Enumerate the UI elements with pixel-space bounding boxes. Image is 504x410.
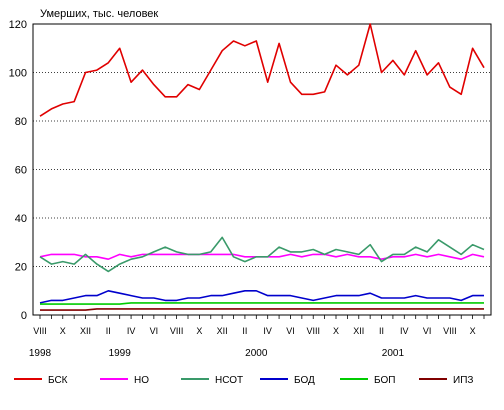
legend-label: БОП xyxy=(374,375,395,386)
x-year-label: 1999 xyxy=(109,348,132,359)
series-line xyxy=(39,23,485,117)
series-line xyxy=(40,308,484,311)
x-tick-label: VIII xyxy=(306,326,320,336)
x-tick-label: X xyxy=(60,326,66,336)
x-tick-label: VIII xyxy=(443,326,457,336)
y-axis-ticks: 0 20 40 60 80 100 120 xyxy=(9,19,27,322)
legend-label: НО xyxy=(134,375,149,386)
y-tick-label: 40 xyxy=(15,213,27,225)
x-year-label: 1998 xyxy=(29,348,52,359)
series-line xyxy=(40,302,484,305)
legend-label: БСК xyxy=(48,375,68,386)
x-year-label: 2001 xyxy=(382,348,405,359)
x-tick-label: VIII xyxy=(33,326,47,336)
x-tick-label: II xyxy=(106,326,111,336)
y-tick-label: 100 xyxy=(9,68,27,80)
x-tick-label: VIII xyxy=(170,326,184,336)
x-tick-label: IV xyxy=(400,326,409,336)
x-tick-label: VI xyxy=(286,326,295,336)
x-tick-label: VI xyxy=(423,326,432,336)
x-year-label: 2000 xyxy=(245,348,268,359)
x-tick-label: X xyxy=(333,326,339,336)
x-tick-label: X xyxy=(470,326,476,336)
legend-label: НСОТ xyxy=(215,375,243,386)
series-lines xyxy=(39,23,485,311)
legend: БСК НО НСОТ БОД БОП ИПЗ xyxy=(14,375,473,386)
x-tick-label: XII xyxy=(217,326,228,336)
y-axis-label: Умерших, тыс. человек xyxy=(40,8,158,20)
y-tick-label: 60 xyxy=(15,165,27,177)
x-tick-label: XII xyxy=(353,326,364,336)
x-tick-label: IV xyxy=(127,326,136,336)
x-tick-label: X xyxy=(196,326,202,336)
x-tick-label: II xyxy=(242,326,247,336)
x-tick-label: XII xyxy=(80,326,91,336)
y-tick-label: 120 xyxy=(9,19,27,31)
y-tick-label: 20 xyxy=(15,262,27,274)
series-line xyxy=(39,289,484,304)
legend-label: БОД xyxy=(294,375,315,386)
x-tick-label: VI xyxy=(150,326,159,336)
grid xyxy=(32,23,492,316)
x-tick-label: II xyxy=(379,326,384,336)
y-tick-label: 0 xyxy=(21,310,27,322)
y-tick-label: 80 xyxy=(15,116,27,128)
x-axis: VIII X XII II IV VI VIII X XII II IV VI VIII X XII II IV… xyxy=(29,315,485,359)
series-line xyxy=(39,236,485,273)
legend-label: ИПЗ xyxy=(453,375,473,386)
x-tick-label: IV xyxy=(263,326,272,336)
